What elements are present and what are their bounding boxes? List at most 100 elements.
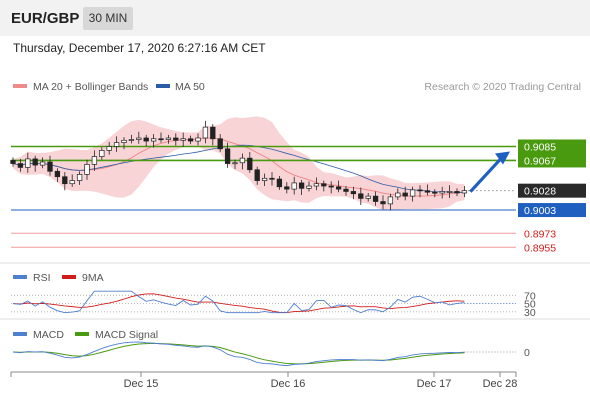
candle-body — [25, 158, 31, 168]
candle-body — [380, 201, 386, 205]
level-label-target: 0.8973 — [524, 228, 556, 240]
legend-swatch-macd-signal — [75, 332, 89, 336]
legend-swatch-macd — [13, 332, 27, 336]
candle-body — [143, 137, 149, 142]
candle-body — [239, 157, 246, 164]
level-label-resistance: 0.9085 — [524, 142, 556, 154]
candle-body — [210, 126, 216, 140]
candle-body — [402, 192, 408, 197]
candle-body — [136, 137, 142, 140]
candle-body — [84, 163, 90, 175]
candle-body — [306, 185, 312, 189]
level-label-support: 0.9003 — [524, 205, 556, 217]
rsi-level-label: 70 — [524, 290, 536, 302]
x-tick-label: Dec 15 — [124, 378, 159, 390]
candle-body — [328, 185, 334, 188]
candle-body — [128, 139, 135, 141]
legend-swatch-rsi-ma — [62, 275, 76, 279]
candle-body — [165, 137, 172, 140]
candle-body — [54, 170, 61, 178]
candle-body — [69, 180, 75, 185]
candle-body — [202, 126, 209, 139]
candle-body — [217, 138, 223, 150]
macd-line — [12, 341, 465, 367]
level-box-support — [518, 203, 586, 218]
rsi-level-label: 50 — [524, 299, 536, 311]
x-tick-label: Dec 17 — [417, 378, 452, 390]
legend-swatch-ma50 — [156, 84, 170, 88]
macd-panel: 0 — [12, 341, 530, 367]
candle-body — [276, 178, 283, 188]
legend-swatch-ma20 — [13, 84, 27, 88]
legend-ma50: MA 50 — [175, 81, 205, 93]
candle-body — [180, 138, 186, 141]
candle-body — [39, 161, 46, 166]
projection-arrow-line — [469, 156, 504, 193]
level-label-target: 0.8955 — [524, 242, 556, 254]
rsi-level-label: 30 — [524, 307, 536, 319]
projection-arrow-head — [495, 151, 510, 165]
candle-body — [62, 176, 68, 185]
candles — [10, 120, 468, 211]
macd-zero-label: 0 — [524, 347, 530, 359]
level-label-resistance: 0.9067 — [524, 155, 556, 167]
candle-body — [47, 161, 53, 172]
symbol-title: EUR/GBP — [11, 10, 80, 27]
candle-body — [291, 182, 297, 190]
x-axis-ticks: Dec 15 Dec 16 Dec 17 Dec 28 — [10, 372, 518, 390]
candle-body — [409, 189, 416, 197]
last-price-label: 0.9028 — [524, 186, 556, 198]
legend-macd-signal: MACD Signal — [95, 329, 158, 341]
candle-body — [187, 138, 194, 142]
level-box-resistance — [518, 153, 586, 168]
candle-body — [76, 174, 83, 181]
candle-body — [232, 162, 238, 165]
legend-rsi: RSI — [33, 272, 51, 284]
candle-body — [91, 156, 98, 165]
candle-body — [158, 138, 164, 141]
candle-body — [454, 191, 460, 194]
chart-datetime: Thursday, December 17, 2020 6:27:16 AM C… — [13, 41, 266, 55]
candle-body — [121, 139, 127, 143]
rsi-ma-line — [12, 293, 465, 313]
rsi-line — [12, 290, 465, 314]
timeframe-button[interactable]: 30 MIN — [83, 7, 133, 30]
candle-body — [254, 169, 260, 181]
candle-body — [150, 138, 157, 142]
candle-body — [173, 137, 179, 141]
candle-body — [17, 163, 24, 168]
candle-body — [284, 186, 290, 190]
candle-body — [387, 196, 394, 205]
legend-ma20: MA 20 + Bollinger Bands — [33, 81, 148, 93]
projection — [469, 151, 510, 193]
candle-body — [372, 195, 379, 202]
candle-body — [195, 137, 201, 142]
candle-body — [313, 183, 320, 187]
candle-body — [424, 190, 431, 193]
candle-body — [395, 192, 401, 198]
x-tick-label: Dec 16 — [271, 378, 306, 390]
candle-body — [269, 177, 275, 180]
candle-body — [343, 188, 349, 192]
legend-rsi-ma: 9MA — [82, 272, 104, 284]
candle-body — [432, 191, 438, 194]
legend-swatch-rsi — [13, 275, 27, 279]
level-box-resistance — [518, 139, 586, 154]
candle-body — [461, 190, 468, 194]
candle-body — [321, 183, 327, 187]
candle-body — [439, 191, 445, 194]
candle-body — [32, 158, 38, 166]
x-tick-label: Dec 28 — [483, 378, 518, 390]
macd-signal-line — [12, 342, 465, 365]
candle-body — [365, 195, 371, 199]
candle-body — [335, 186, 342, 190]
candle-body — [261, 177, 268, 181]
candle-body — [99, 150, 105, 157]
candle-body — [298, 182, 305, 189]
legend-macd: MACD — [33, 329, 64, 341]
chart-header: EUR/GBP 30 MIN — [0, 0, 590, 36]
candle-body — [10, 160, 16, 164]
candle-body — [446, 191, 453, 193]
